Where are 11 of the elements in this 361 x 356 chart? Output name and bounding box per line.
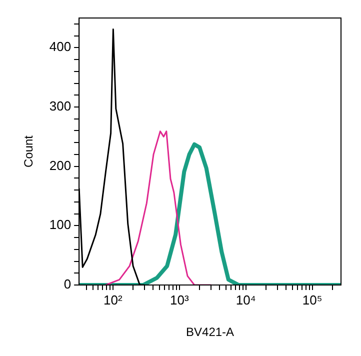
y-tick-label: 0 [64, 276, 72, 292]
x-tick-label: 10² [104, 292, 123, 308]
y-tick-label: 200 [49, 158, 72, 173]
y-axis-title: Count [22, 134, 36, 168]
y-tick-label: 100 [49, 217, 72, 232]
x-tick-label: 10³ [170, 292, 190, 308]
y-tick-label: 300 [49, 98, 72, 114]
x-tick-label: 10⁵ [302, 292, 322, 308]
x-tick-label: 10⁴ [236, 292, 256, 308]
x-axis-title: BV421-A [186, 325, 234, 340]
y-tick-label: 400 [49, 39, 72, 54]
